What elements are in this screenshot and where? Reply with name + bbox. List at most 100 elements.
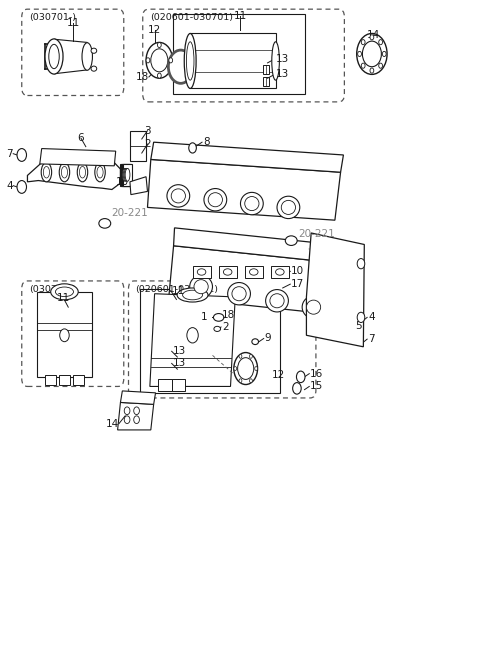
Ellipse shape — [82, 43, 93, 70]
Circle shape — [357, 34, 387, 74]
Polygon shape — [151, 142, 343, 172]
Ellipse shape — [91, 48, 96, 54]
Ellipse shape — [125, 168, 130, 181]
Text: 14: 14 — [367, 30, 381, 40]
Text: 10: 10 — [291, 266, 304, 276]
Ellipse shape — [56, 287, 73, 297]
Text: 11: 11 — [66, 18, 80, 28]
Text: (020601-030701): (020601-030701) — [150, 13, 233, 22]
Circle shape — [255, 366, 258, 370]
Polygon shape — [73, 375, 84, 385]
Circle shape — [357, 259, 365, 269]
Ellipse shape — [208, 193, 222, 207]
Text: 13: 13 — [276, 54, 289, 64]
Circle shape — [250, 355, 252, 358]
Text: 11: 11 — [233, 10, 247, 21]
Circle shape — [146, 58, 150, 63]
Polygon shape — [192, 266, 211, 278]
Ellipse shape — [123, 168, 128, 181]
Ellipse shape — [194, 280, 208, 293]
Circle shape — [239, 355, 242, 358]
Ellipse shape — [306, 300, 321, 314]
Ellipse shape — [182, 290, 203, 300]
Circle shape — [361, 39, 365, 45]
Circle shape — [238, 358, 254, 379]
Circle shape — [146, 43, 173, 78]
Ellipse shape — [124, 168, 129, 181]
Ellipse shape — [61, 166, 68, 178]
Ellipse shape — [281, 201, 296, 214]
Ellipse shape — [186, 42, 194, 80]
Ellipse shape — [95, 163, 105, 182]
Ellipse shape — [240, 192, 263, 215]
Polygon shape — [306, 233, 364, 347]
Text: 12: 12 — [272, 370, 286, 380]
Circle shape — [151, 49, 168, 72]
Polygon shape — [123, 164, 132, 186]
Ellipse shape — [122, 168, 127, 181]
Circle shape — [362, 41, 382, 66]
Text: 16: 16 — [310, 369, 324, 379]
Polygon shape — [37, 292, 92, 377]
Ellipse shape — [214, 313, 224, 321]
Polygon shape — [150, 293, 235, 386]
Circle shape — [250, 379, 252, 382]
Text: 15: 15 — [310, 381, 324, 392]
Polygon shape — [219, 266, 237, 278]
Text: 14: 14 — [106, 419, 119, 428]
Text: 1: 1 — [201, 312, 208, 322]
Polygon shape — [172, 379, 185, 391]
Polygon shape — [263, 77, 269, 86]
Circle shape — [157, 73, 161, 78]
Ellipse shape — [79, 166, 85, 178]
Polygon shape — [120, 164, 129, 186]
Text: 11: 11 — [57, 293, 70, 303]
Polygon shape — [245, 266, 263, 278]
Circle shape — [370, 68, 374, 73]
Bar — [173, 14, 304, 94]
Ellipse shape — [214, 326, 220, 332]
Text: 20-221: 20-221 — [111, 208, 148, 217]
Text: 18: 18 — [136, 72, 149, 82]
Polygon shape — [120, 391, 156, 404]
Ellipse shape — [250, 269, 258, 275]
Polygon shape — [263, 65, 269, 74]
Ellipse shape — [77, 163, 88, 182]
Polygon shape — [271, 266, 289, 278]
Text: 4: 4 — [368, 312, 375, 322]
Polygon shape — [45, 375, 56, 385]
Ellipse shape — [272, 42, 279, 80]
Text: 7: 7 — [368, 334, 375, 344]
Ellipse shape — [51, 284, 78, 300]
Ellipse shape — [270, 293, 284, 308]
Ellipse shape — [277, 196, 300, 219]
Ellipse shape — [43, 166, 49, 178]
Text: 17: 17 — [291, 279, 304, 289]
Circle shape — [357, 312, 365, 322]
Circle shape — [293, 382, 301, 394]
Ellipse shape — [99, 219, 111, 228]
Ellipse shape — [223, 269, 232, 275]
Circle shape — [234, 366, 237, 370]
Text: 13: 13 — [173, 359, 186, 368]
Polygon shape — [147, 159, 341, 220]
Circle shape — [379, 39, 383, 45]
Text: 5: 5 — [355, 321, 361, 332]
Ellipse shape — [302, 296, 325, 319]
Bar — [130, 131, 146, 161]
Ellipse shape — [184, 34, 196, 88]
Circle shape — [17, 148, 26, 161]
Circle shape — [169, 58, 173, 63]
Ellipse shape — [97, 166, 103, 178]
Text: 12: 12 — [148, 25, 161, 35]
Polygon shape — [158, 379, 172, 391]
Polygon shape — [122, 164, 131, 186]
Bar — [197, 312, 212, 321]
Ellipse shape — [285, 236, 297, 246]
Polygon shape — [130, 177, 147, 195]
Text: 3: 3 — [144, 126, 151, 135]
Circle shape — [168, 50, 193, 83]
Ellipse shape — [265, 290, 288, 312]
Ellipse shape — [171, 189, 185, 203]
Circle shape — [157, 43, 161, 48]
